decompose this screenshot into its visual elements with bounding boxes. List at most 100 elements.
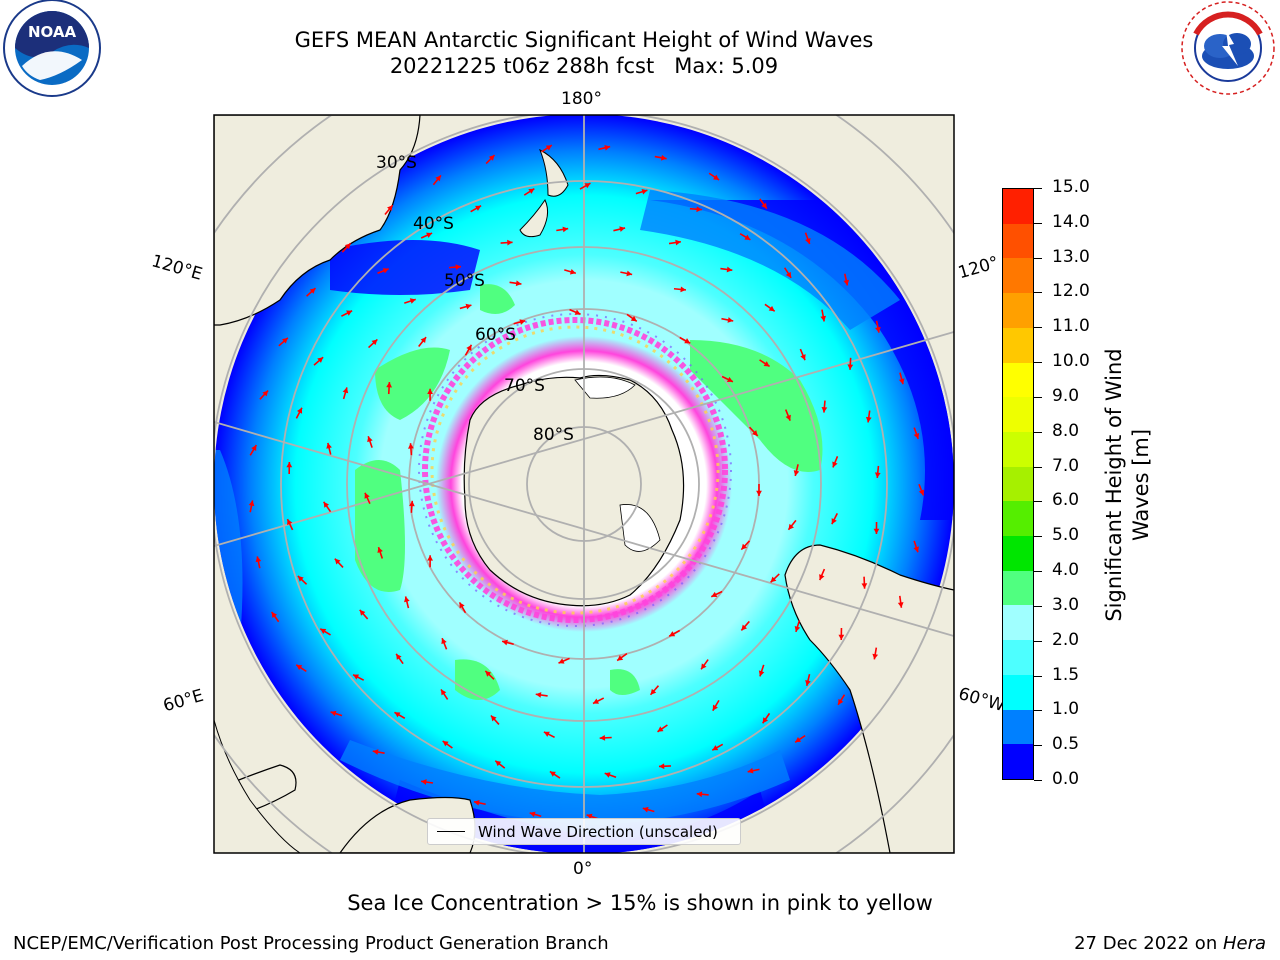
wave-arrow-head bbox=[372, 749, 379, 755]
wave-arrow-head bbox=[861, 583, 868, 589]
lon-label-0: 0° bbox=[573, 859, 593, 879]
credit-line: NCEP/EMC/Verification Post Processing Pr… bbox=[13, 933, 609, 954]
colorbar-tick-label: 5.0 bbox=[1052, 525, 1080, 546]
wave-arrow-head bbox=[409, 500, 415, 507]
wave-arrow-head bbox=[592, 698, 599, 704]
wave-arrow-head bbox=[330, 710, 337, 717]
wave-arrow-head bbox=[680, 286, 686, 293]
wave-arrow-head bbox=[918, 489, 925, 496]
wave-arrow-head bbox=[473, 800, 480, 806]
colorbar-tick bbox=[1034, 536, 1042, 538]
colorbar-tick bbox=[1034, 362, 1042, 364]
wave-arrow-head bbox=[574, 309, 581, 315]
wave-arrow-head bbox=[913, 433, 920, 439]
wave-arrow-head bbox=[359, 609, 366, 616]
wave-arrow-head bbox=[696, 206, 702, 213]
wave-arrow-head bbox=[281, 337, 288, 344]
colorbar-tick bbox=[1034, 710, 1042, 712]
lat-label-70s: 70°S bbox=[504, 376, 545, 396]
wave-arrow-head bbox=[248, 500, 255, 507]
wave-arrow-head bbox=[726, 266, 733, 273]
colorbar-tick-label: 9.0 bbox=[1052, 385, 1080, 406]
wave-arrow-head bbox=[768, 305, 775, 312]
wave-arrow-head bbox=[396, 653, 402, 660]
wave-arrow-head bbox=[535, 692, 542, 698]
wave-arrow-head bbox=[713, 174, 720, 180]
wave-arrow-head bbox=[617, 655, 624, 661]
wave-arrow-head bbox=[657, 726, 664, 732]
wave-arrow-head bbox=[562, 226, 569, 233]
wave-arrow-head bbox=[761, 202, 767, 209]
wave-arrow-head bbox=[819, 574, 825, 581]
wave-arrow-head bbox=[872, 653, 879, 660]
wave-arrow-head bbox=[465, 303, 472, 310]
colorbar-tick bbox=[1034, 466, 1042, 468]
wave-arrow-head bbox=[367, 436, 373, 443]
wave-arrow-head bbox=[711, 591, 718, 598]
longitude-lines bbox=[214, 115, 954, 853]
wave-arrow-head bbox=[684, 338, 691, 344]
wave-arrow-head bbox=[427, 555, 433, 561]
lat-label-60s: 60°S bbox=[475, 325, 516, 345]
wave-arrow-head bbox=[727, 317, 734, 323]
colorbar-tick-label: 7.0 bbox=[1052, 455, 1080, 476]
wave-arrow-head bbox=[675, 239, 681, 246]
wave-arrow-head bbox=[897, 602, 904, 608]
wave-arrow-head bbox=[353, 674, 360, 680]
colorbar-tick bbox=[1034, 222, 1042, 224]
wave-arrow-head bbox=[701, 663, 707, 670]
colorbar-segment bbox=[1003, 674, 1033, 710]
wave-direction-arrows bbox=[248, 144, 925, 820]
wave-arrow-head bbox=[441, 638, 447, 645]
colorbar-segment bbox=[1003, 189, 1033, 224]
wave-arrow-head bbox=[660, 154, 667, 161]
wave-arrow-head bbox=[421, 779, 427, 785]
wave-arrow-head bbox=[549, 771, 556, 777]
wave-arrow-head bbox=[726, 376, 733, 383]
colorbar-tick-label: 15.0 bbox=[1052, 177, 1090, 197]
wave-arrow-head bbox=[875, 326, 881, 333]
wave-arrow-head bbox=[344, 243, 351, 250]
colorbar-tick-label: 8.0 bbox=[1052, 420, 1080, 441]
wave-arrow-head bbox=[528, 188, 535, 194]
colorbar-label: Significant Height of Wind Waves [m] bbox=[1102, 348, 1153, 622]
wave-arrow-head bbox=[805, 238, 811, 244]
colorbar-segment bbox=[1003, 501, 1033, 537]
wave-arrow-head bbox=[843, 279, 850, 286]
wave-arrow-head bbox=[795, 736, 802, 743]
wave-arrow-head bbox=[466, 344, 472, 351]
wave-arrow-head bbox=[788, 523, 794, 530]
wave-arrow-head bbox=[821, 407, 828, 413]
wave-arrow-head bbox=[287, 519, 293, 526]
wave-arrow-head bbox=[427, 388, 433, 394]
colorbar-tick bbox=[1034, 605, 1042, 607]
wave-arrow-head bbox=[626, 270, 633, 277]
wave-arrow-head bbox=[558, 658, 565, 664]
wave-arrow-head bbox=[404, 596, 410, 603]
wave-arrow-head bbox=[441, 689, 447, 696]
lon-label-180: 180° bbox=[561, 89, 602, 109]
wave-arrow-head bbox=[364, 492, 370, 499]
colorbar-tick-label: 1.5 bbox=[1052, 664, 1080, 685]
colorbar-tick-label: 14.0 bbox=[1052, 211, 1090, 232]
colorbar-tick bbox=[1034, 188, 1042, 189]
lat-label-30s: 30°S bbox=[376, 153, 417, 173]
colorbar-segment bbox=[1003, 258, 1033, 294]
colorbar-tick-label: 10.0 bbox=[1052, 351, 1090, 372]
colorbar-segment bbox=[1003, 327, 1033, 363]
wave-arrow-head bbox=[529, 811, 536, 818]
colorbar-tick bbox=[1034, 431, 1042, 433]
colorbar-tick-label: 0.5 bbox=[1052, 734, 1080, 755]
wave-arrow-head bbox=[832, 461, 838, 468]
wave-arrow-head bbox=[696, 791, 703, 798]
sea-ice-note: Sea Ice Concentration > 15% is shown in … bbox=[347, 891, 933, 915]
colorbar-segment bbox=[1003, 709, 1033, 745]
wave-arrow-head bbox=[741, 543, 748, 550]
wave-arrow-head bbox=[586, 813, 593, 820]
wave-arrow-head bbox=[408, 443, 414, 449]
wave-arrow-head bbox=[475, 205, 482, 211]
colorbar-tick-label: 1.0 bbox=[1052, 699, 1080, 720]
colorbar-tick-label: 13.0 bbox=[1052, 246, 1090, 267]
wave-arrow-head bbox=[507, 239, 513, 246]
